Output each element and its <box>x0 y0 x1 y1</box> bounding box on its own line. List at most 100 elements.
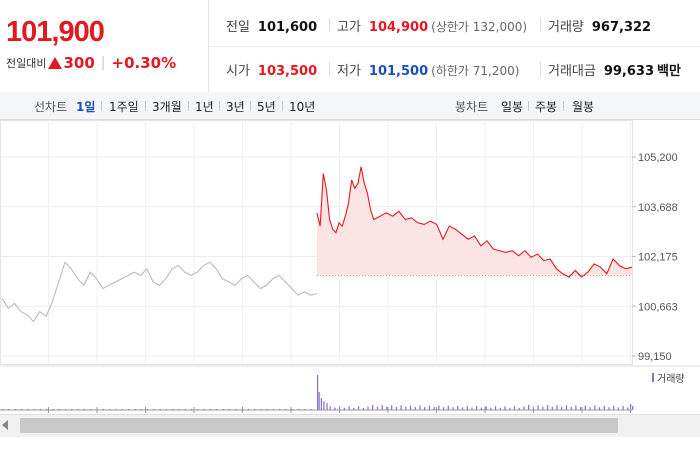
volume-bar <box>409 405 412 410</box>
period-10y[interactable]: 10년 <box>289 100 316 114</box>
volume-bar <box>617 407 620 410</box>
volume-bar <box>405 406 407 410</box>
volume-bar <box>2 409 4 410</box>
period-1y[interactable]: 1년 <box>195 100 214 114</box>
stat-label: 저가 <box>337 64 361 79</box>
stat-label: 고가 <box>337 20 361 35</box>
volume-bar <box>52 409 54 410</box>
volume-panel: 거래량 <box>0 365 700 413</box>
period-1w[interactable]: 1주일 <box>109 100 139 114</box>
divider <box>540 18 541 32</box>
y-tick-label: 102,175 <box>638 252 678 264</box>
volume-bar <box>575 405 577 410</box>
divider <box>329 18 330 32</box>
stat-value: 99,633 <box>603 64 655 79</box>
volume-legend-swatch <box>652 373 654 382</box>
today-line <box>316 166 633 278</box>
volume-bar <box>357 406 360 410</box>
divider <box>250 101 251 111</box>
volume-bar <box>320 398 322 410</box>
volume-bar <box>391 405 393 410</box>
volume-bar <box>203 409 205 410</box>
volume-bar <box>247 409 249 410</box>
candle-weekly[interactable]: 주봉 <box>535 100 558 114</box>
plot-frame <box>0 120 633 365</box>
stat-value: 101,600 <box>257 20 318 35</box>
volume-bar <box>594 405 596 410</box>
volume-bar <box>279 409 281 410</box>
volume-bar <box>490 407 492 410</box>
volume-bar <box>329 406 331 410</box>
volume-bar <box>438 405 440 410</box>
stat-label: 거래량 <box>548 20 584 35</box>
volume-bar <box>184 409 186 410</box>
volume-bar <box>260 409 262 410</box>
stat-low: 저가 101,500 (하한가 71,200) <box>337 60 519 79</box>
scroll-left-arrow-icon[interactable] <box>2 420 8 430</box>
volume-bar <box>457 405 459 410</box>
volume-bar <box>513 406 516 410</box>
change-row: 전일대비 300 | +0.30% <box>6 54 176 72</box>
volume-bar <box>20 409 23 410</box>
volume-bar <box>476 406 478 410</box>
volume-bar <box>235 409 237 410</box>
volume-bar <box>608 407 610 410</box>
volume-bar <box>494 406 497 410</box>
volume-bar <box>102 409 104 410</box>
chart-scrollbar[interactable] <box>0 414 700 437</box>
volume-bar <box>372 405 374 410</box>
volume-bar <box>565 405 568 410</box>
volume-bar <box>523 406 525 410</box>
stat-high: 고가 104,900 (상한가 132,000) <box>337 16 527 35</box>
quote-header: 101,900 전일대비 300 | +0.30% 전일 101,600 고가 10… <box>0 0 700 93</box>
volume-bar <box>598 407 601 410</box>
volume-bar <box>632 406 634 410</box>
volume-bar <box>603 405 605 410</box>
volume-bar <box>414 406 416 410</box>
period-3m[interactable]: 3개월 <box>152 100 182 114</box>
volume-bar <box>584 405 586 410</box>
volume-bar <box>128 409 130 410</box>
stat-value: 101,500 <box>368 64 429 79</box>
period-3y[interactable]: 3년 <box>226 100 245 114</box>
candle-daily[interactable]: 일봉 <box>501 100 524 114</box>
stat-label: 시가 <box>226 64 250 79</box>
volume-bar <box>537 405 539 410</box>
scroll-thumb[interactable] <box>20 418 618 433</box>
stats-panel: 전일 101,600 고가 104,900 (상한가 132,000) 거래량 967,… <box>209 0 700 92</box>
candle-monthly[interactable]: 월봉 <box>572 100 595 114</box>
y-tick-label: 99,150 <box>638 351 672 363</box>
period-1d[interactable]: 1일 <box>76 100 96 114</box>
volume-bar <box>528 405 530 410</box>
volume-bar <box>285 409 287 410</box>
prev-day-line <box>1 261 318 323</box>
volume-bar <box>395 406 397 410</box>
volume-bar <box>266 409 268 410</box>
volume-bar <box>518 407 520 410</box>
stat-value: 103,500 <box>257 64 318 79</box>
row-divider <box>209 46 700 47</box>
volume-bar <box>178 409 180 410</box>
volume-bar <box>318 392 320 410</box>
volume-bar <box>622 405 624 410</box>
volume-bar <box>471 407 473 410</box>
volume-bar <box>90 409 92 410</box>
volume-bar <box>348 406 350 410</box>
volume-bar <box>400 405 402 410</box>
period-5y[interactable]: 5년 <box>257 100 276 114</box>
volume-bar <box>447 405 449 410</box>
price-chart[interactable]: 105,200 103,688 102,175 100,663 99,150 거래량 <box>0 120 700 414</box>
period-bar: 선차트 1일 1주일 3개월 1년 3년 5년 10년 봉차트 일봉 주봉 월봉 <box>0 92 700 120</box>
change-label: 전일대비 <box>6 57 47 70</box>
volume-bar <box>556 405 558 410</box>
volume-bar <box>485 406 487 410</box>
y-tick-label: 105,200 <box>638 152 678 164</box>
volume-bar <box>298 409 300 410</box>
volume-bar <box>172 409 174 410</box>
volume-bar <box>326 403 328 410</box>
stat-trade-value: 거래대금 99,633 백만 <box>548 60 681 79</box>
volume-bar <box>546 405 549 410</box>
volume-bar <box>424 407 426 410</box>
volume-bar <box>419 405 421 410</box>
candle-chart-label: 봉차트 <box>455 100 489 114</box>
